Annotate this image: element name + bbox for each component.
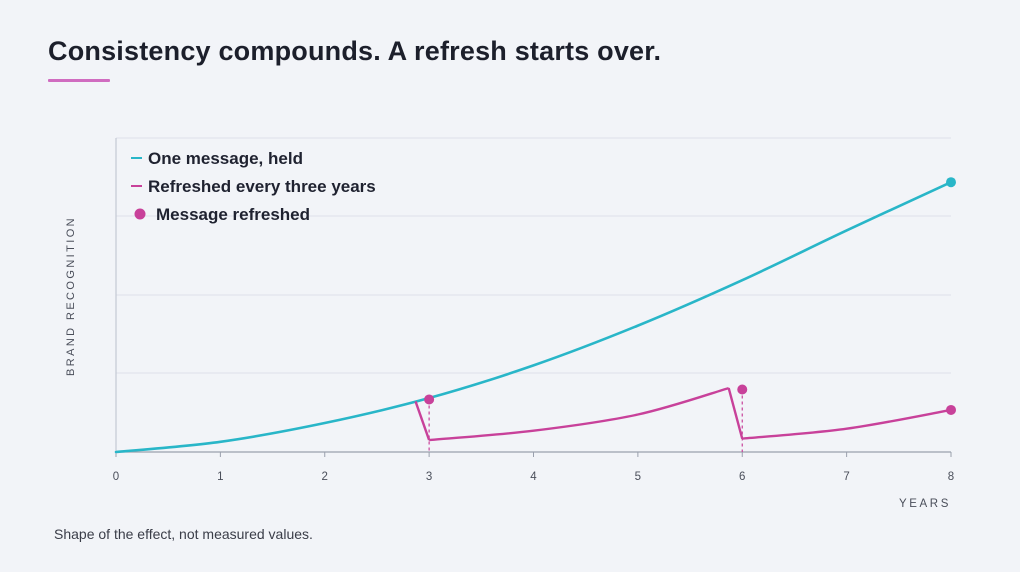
y-axis-title: BRAND RECOGNITION [65, 216, 77, 376]
refresh-marker-point [737, 384, 748, 395]
x-tick-label: 2 [322, 471, 328, 483]
legend-label: Refreshed every three years [148, 177, 376, 196]
x-tick-label: 7 [843, 471, 849, 483]
series-line-held [114, 180, 953, 454]
x-tick-label: 0 [113, 471, 119, 483]
series-line-refreshed-drop [414, 401, 431, 441]
series-line-refreshed-drop [727, 387, 744, 439]
x-tick-label: 4 [530, 471, 537, 483]
legend-swatch-dot [134, 208, 146, 220]
refresh-marker-point [424, 394, 435, 405]
title-accent-rule [48, 79, 110, 82]
refresh-marker-point [946, 404, 956, 415]
series-line-refreshed [742, 408, 952, 440]
line-chart: 0 1 2 3 4 5 6 7 8 YEARS BRAND RECOGNITION One messa… [65, 137, 956, 510]
x-tick-label: 3 [426, 471, 432, 483]
footnote: Shape of the effect, not measured values… [54, 526, 313, 542]
legend-label: Message refreshed [156, 205, 310, 224]
chart-title: Consistency compounds. A refresh starts … [48, 36, 662, 66]
x-tick-label: 5 [635, 471, 641, 483]
x-tick-label: 8 [948, 471, 954, 483]
x-tick-label: 6 [739, 471, 745, 483]
x-tick-label: 1 [217, 471, 223, 483]
series-line-refreshed [429, 386, 730, 442]
x-axis-title: YEARS [899, 498, 951, 510]
legend-label: One message, held [148, 149, 303, 168]
held-end-point [946, 177, 956, 188]
